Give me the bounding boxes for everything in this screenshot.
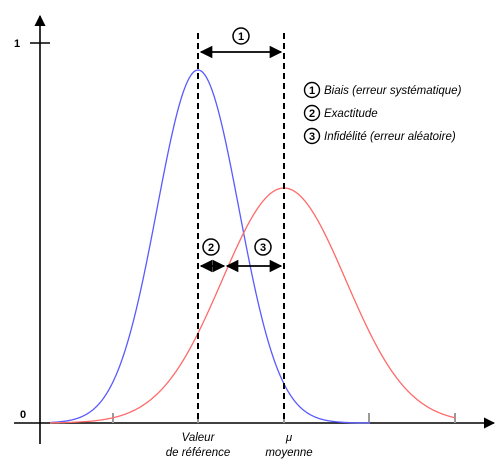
legend-item-bias: 1 Biais (erreur systématique) [303,81,462,99]
legend-item-accuracy: 2 Exactitude [303,104,378,122]
marker-3: 3 [254,238,272,256]
svg-text:2: 2 [208,242,214,254]
measurement-distribution-curve [49,187,456,424]
svg-text:1: 1 [238,31,244,43]
legend-item-imprecision: 3 Infidélité (erreur aléatoire) [303,127,456,145]
svg-text:Exactitude: Exactitude [324,108,378,120]
svg-text:Infidélité (erreur aléatoire): Infidélité (erreur aléatoire) [324,131,456,143]
reference-distribution-curve [49,69,371,424]
svg-text:2: 2 [309,108,315,120]
svg-text:3: 3 [309,131,315,143]
svg-text:1: 1 [309,85,315,97]
y-label-0: 0 [20,409,26,421]
marker-1: 1 [232,27,250,45]
y-label-1: 1 [14,38,20,50]
legend: 1 Biais (erreur systématique) 2 Exactitu… [303,81,462,145]
mean-label-line1: μ [285,432,293,444]
marker-2: 2 [202,238,220,256]
reference-value-label-line1: Valeur [182,432,216,444]
mean-label-line2: moyenne [265,447,312,459]
reference-value-label-line2: de référence [166,447,231,459]
svg-text:3: 3 [260,242,266,254]
svg-text:Biais (erreur systématique): Biais (erreur systématique) [324,85,462,97]
